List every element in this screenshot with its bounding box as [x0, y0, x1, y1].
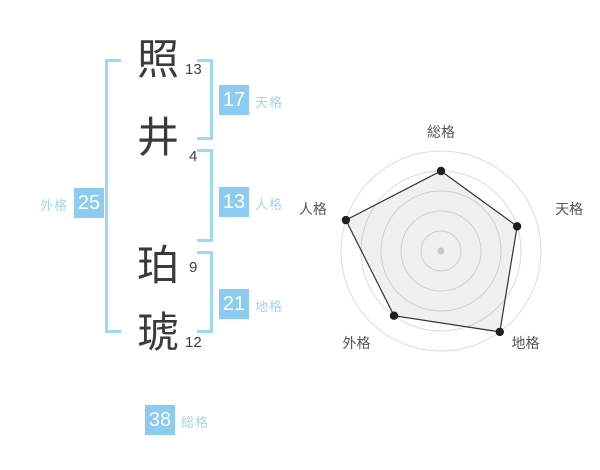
name-char-3: 珀 [136, 242, 179, 289]
radar-data-point [389, 311, 399, 320]
jinkaku-label: 人格 [255, 197, 284, 212]
radar-data-point [341, 215, 351, 225]
stroke-count-4: 12 [185, 334, 202, 351]
radar-axis-label: 天格 [555, 201, 583, 217]
radar-center-dot [437, 247, 445, 255]
jinkaku-bracket [197, 149, 213, 242]
radar-grid-ring [420, 230, 462, 272]
gaikaku-value-badge: 25 [74, 188, 104, 218]
chikaku-label: 地格 [255, 299, 284, 314]
name-char-4: 琥 [136, 309, 179, 356]
radar-series-polygon [345, 170, 518, 333]
radar-axis-label: 人格 [299, 201, 327, 217]
gaikaku-bracket [105, 59, 121, 333]
gaikaku-label: 外格 [40, 198, 69, 213]
soukaku-label: 総格 [181, 415, 210, 430]
radar-axis-label: 地格 [512, 335, 540, 351]
stroke-count-1: 13 [185, 61, 202, 78]
radar-grid-ring [400, 210, 482, 292]
jinkaku-value-badge: 13 [219, 187, 249, 217]
stroke-count-3: 9 [189, 259, 198, 276]
tenkaku-label: 天格 [255, 95, 284, 110]
radar-grid-ring [340, 150, 542, 352]
tenkaku-bracket [197, 59, 213, 140]
tenkaku-value-badge: 17 [219, 85, 249, 115]
soukaku-value-badge: 38 [145, 405, 175, 435]
stroke-count-2: 4 [189, 148, 198, 165]
radar-data-point [436, 166, 446, 176]
radar-grid-ring [380, 190, 502, 312]
name-char-1: 照 [136, 36, 179, 83]
radar-data-point [512, 222, 522, 231]
chikaku-bracket [197, 251, 213, 333]
chikaku-value-badge: 21 [219, 289, 249, 319]
fortune-radar-chart: 総格天格地格 外格 人格 [295, 115, 600, 365]
radar-data-point [495, 327, 504, 337]
radar-axis-label: 総格 [427, 124, 455, 140]
radar-axis-label: 外格 [343, 335, 371, 351]
name-char-2: 井 [136, 114, 179, 161]
